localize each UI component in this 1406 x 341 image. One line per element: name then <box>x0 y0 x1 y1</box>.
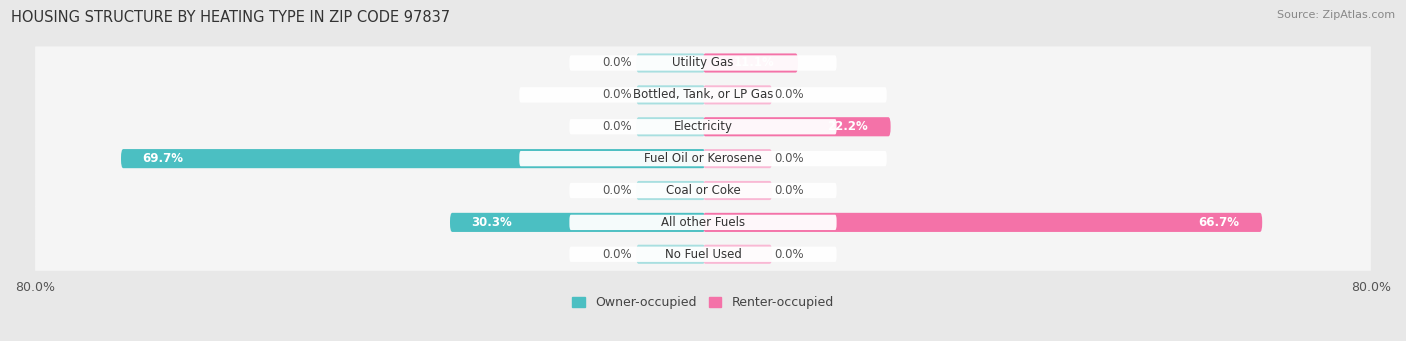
Text: Bottled, Tank, or LP Gas: Bottled, Tank, or LP Gas <box>633 88 773 101</box>
Text: Utility Gas: Utility Gas <box>672 57 734 70</box>
FancyBboxPatch shape <box>450 213 706 232</box>
FancyBboxPatch shape <box>569 55 837 71</box>
FancyBboxPatch shape <box>35 110 1371 143</box>
FancyBboxPatch shape <box>703 85 772 104</box>
Text: 69.7%: 69.7% <box>142 152 183 165</box>
Text: 0.0%: 0.0% <box>773 152 804 165</box>
FancyBboxPatch shape <box>35 142 1371 175</box>
Text: HOUSING STRUCTURE BY HEATING TYPE IN ZIP CODE 97837: HOUSING STRUCTURE BY HEATING TYPE IN ZIP… <box>11 10 450 25</box>
FancyBboxPatch shape <box>519 87 887 103</box>
Text: 0.0%: 0.0% <box>602 248 633 261</box>
FancyBboxPatch shape <box>569 183 837 198</box>
FancyBboxPatch shape <box>636 117 706 136</box>
Text: Coal or Coke: Coal or Coke <box>665 184 741 197</box>
Text: 0.0%: 0.0% <box>602 184 633 197</box>
Text: 0.0%: 0.0% <box>773 88 804 101</box>
Text: Electricity: Electricity <box>673 120 733 133</box>
FancyBboxPatch shape <box>35 78 1371 112</box>
FancyBboxPatch shape <box>703 149 772 168</box>
Text: 11.1%: 11.1% <box>734 57 775 70</box>
Text: No Fuel Used: No Fuel Used <box>665 248 741 261</box>
Text: 0.0%: 0.0% <box>602 88 633 101</box>
Text: 22.2%: 22.2% <box>827 120 868 133</box>
FancyBboxPatch shape <box>703 117 890 136</box>
FancyBboxPatch shape <box>703 54 799 73</box>
Text: 0.0%: 0.0% <box>773 184 804 197</box>
FancyBboxPatch shape <box>636 245 706 264</box>
Text: 0.0%: 0.0% <box>773 248 804 261</box>
FancyBboxPatch shape <box>35 238 1371 271</box>
Text: 66.7%: 66.7% <box>1198 216 1239 229</box>
Text: Fuel Oil or Kerosene: Fuel Oil or Kerosene <box>644 152 762 165</box>
FancyBboxPatch shape <box>35 206 1371 239</box>
Text: 0.0%: 0.0% <box>602 120 633 133</box>
FancyBboxPatch shape <box>35 174 1371 207</box>
FancyBboxPatch shape <box>35 46 1371 79</box>
Legend: Owner-occupied, Renter-occupied: Owner-occupied, Renter-occupied <box>568 291 838 314</box>
FancyBboxPatch shape <box>636 181 706 200</box>
FancyBboxPatch shape <box>703 213 1263 232</box>
Text: 30.3%: 30.3% <box>471 216 512 229</box>
FancyBboxPatch shape <box>703 245 772 264</box>
FancyBboxPatch shape <box>703 181 772 200</box>
FancyBboxPatch shape <box>569 215 837 230</box>
Text: All other Fuels: All other Fuels <box>661 216 745 229</box>
Text: 0.0%: 0.0% <box>602 57 633 70</box>
FancyBboxPatch shape <box>636 85 706 104</box>
Text: Source: ZipAtlas.com: Source: ZipAtlas.com <box>1277 10 1395 20</box>
FancyBboxPatch shape <box>519 151 887 166</box>
FancyBboxPatch shape <box>636 54 706 73</box>
FancyBboxPatch shape <box>569 247 837 262</box>
FancyBboxPatch shape <box>121 149 706 168</box>
FancyBboxPatch shape <box>569 119 837 134</box>
